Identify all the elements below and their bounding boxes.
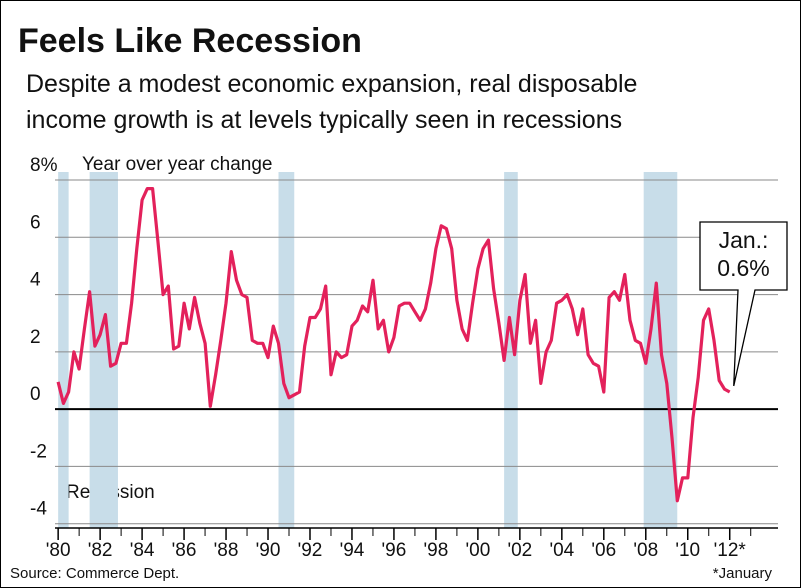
y-tick-label: 6 — [30, 212, 41, 233]
y-tick-label: -4 — [30, 499, 47, 520]
x-tick-label: '02 — [507, 540, 532, 561]
y-tick-label: 8% — [30, 155, 58, 176]
recession-band — [89, 172, 118, 528]
x-tick-label: '96 — [382, 540, 407, 561]
x-tick-label: '84 — [130, 540, 155, 561]
recession-band — [278, 172, 295, 528]
x-tick-label: '04 — [549, 540, 574, 561]
x-tick-label: '80 — [46, 540, 71, 561]
y-tick-label: 4 — [30, 270, 41, 291]
x-tick-label: '98 — [424, 540, 449, 561]
recession-band — [504, 172, 518, 528]
x-tick-label: '06 — [591, 540, 616, 561]
x-tick-label: '00 — [466, 540, 491, 561]
x-tick-label: '08 — [633, 540, 658, 561]
x-tick-label: '82 — [88, 540, 113, 561]
subtitle: Despite a modest economic expansion, rea… — [26, 70, 637, 98]
x-tick-label: '90 — [256, 540, 281, 561]
x-tick-label: '88 — [214, 540, 239, 561]
x-tick-label: '94 — [340, 540, 365, 561]
chart-title: Feels Like Recession — [18, 22, 362, 60]
x-tick-label: '92 — [298, 540, 323, 561]
y-tick-label: -2 — [30, 441, 47, 462]
line — [56, 187, 731, 503]
y-tick-label: 0 — [30, 384, 41, 405]
y-axis-label: Year over year change — [82, 154, 272, 175]
x-tick-label: '86 — [172, 540, 197, 561]
annotation: 0.6% — [717, 255, 769, 281]
source: Source: Commerce Dept. — [10, 565, 179, 582]
x-tick-label: '10 — [675, 540, 700, 561]
x-tick-label: '12* — [714, 540, 747, 561]
annotation: Jan.: — [719, 227, 769, 253]
recession-band — [58, 172, 69, 528]
callout — [699, 221, 788, 387]
subtitle: income growth is at levels typically see… — [26, 106, 622, 134]
y-tick-label: 2 — [30, 327, 41, 348]
footnote: *January — [713, 565, 773, 582]
